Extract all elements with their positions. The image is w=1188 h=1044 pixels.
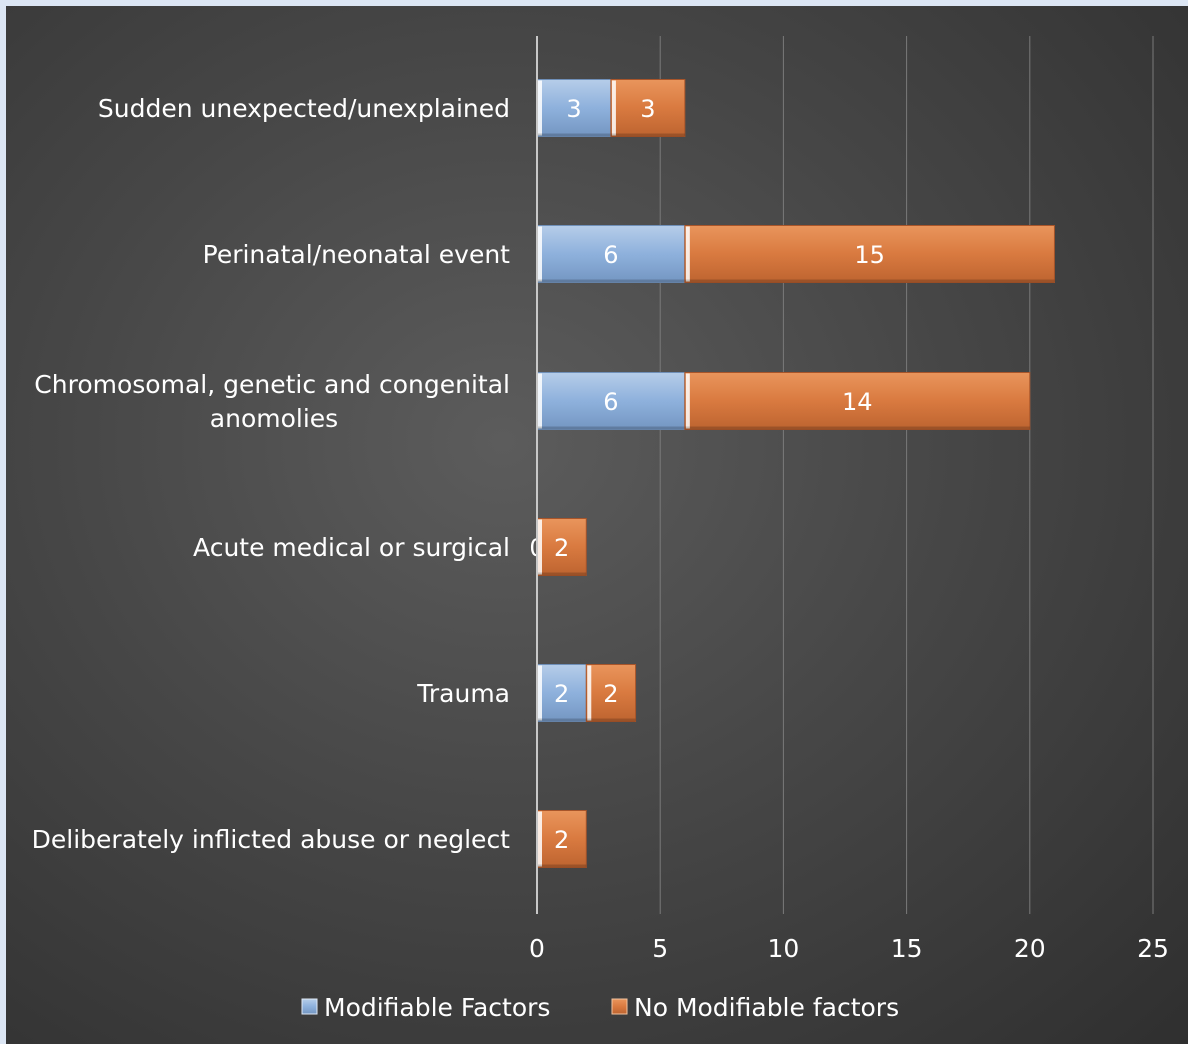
bar-highlight bbox=[538, 226, 542, 282]
x-tick-label: 25 bbox=[1137, 934, 1169, 963]
legend-swatch bbox=[301, 998, 318, 1015]
data-label: 14 bbox=[842, 388, 873, 416]
bar-highlight bbox=[685, 373, 690, 429]
bar-shadow bbox=[684, 426, 1030, 430]
category-label: Sudden unexpected/unexplained bbox=[98, 94, 510, 123]
bar-modifiable: 6 bbox=[536, 225, 686, 283]
bar-shadow bbox=[537, 864, 587, 868]
bar-shadow bbox=[537, 133, 611, 137]
x-tick-label: 15 bbox=[891, 934, 923, 963]
bar-shadow bbox=[537, 279, 685, 283]
x-tick-label: 20 bbox=[1014, 934, 1046, 963]
bar-segment bbox=[684, 225, 1055, 283]
legend-label: No Modifiable factors bbox=[634, 993, 899, 1022]
bar-no-modifiable: 14 bbox=[684, 372, 1031, 430]
category-label: Deliberately inflicted abuse or neglect bbox=[32, 825, 511, 854]
bar-segment bbox=[536, 372, 686, 430]
data-label: 2 bbox=[554, 826, 569, 854]
bar-highlight bbox=[611, 80, 616, 136]
category-label: Perinatal/neonatal event bbox=[203, 240, 511, 269]
legend-label: Modifiable Factors bbox=[324, 993, 550, 1022]
bar-segment bbox=[536, 79, 612, 137]
bar-segment bbox=[536, 225, 686, 283]
x-tick-label: 10 bbox=[767, 934, 799, 963]
bar-shadow bbox=[537, 718, 587, 722]
bar-no-modifiable: 3 bbox=[610, 79, 686, 137]
bar-modifiable: 6 bbox=[536, 372, 686, 430]
bar-no-modifiable: 2 bbox=[536, 810, 587, 868]
bar-highlight bbox=[538, 80, 542, 136]
bar-no-modifiable: 2 bbox=[536, 518, 587, 576]
data-label: 2 bbox=[603, 680, 618, 708]
bar-shadow bbox=[586, 718, 636, 722]
stacked-bar-chart: 3 3 6 15 6 14 0 2 2 2 2 0 5 10 15 20 25 Sudden unexpect… bbox=[32, 36, 1169, 1022]
bar-modifiable: 2 bbox=[536, 664, 587, 722]
bar-highlight bbox=[685, 226, 690, 282]
bar-no-modifiable: 15 bbox=[684, 225, 1055, 283]
legend-swatch bbox=[611, 998, 628, 1015]
bar-segment bbox=[684, 372, 1031, 430]
bar-shadow bbox=[537, 426, 685, 430]
data-label: 15 bbox=[854, 241, 885, 269]
data-label: 6 bbox=[603, 241, 618, 269]
bar-modifiable: 3 bbox=[536, 79, 612, 137]
category-axis: Sudden unexpected/unexplained Perinatal/n… bbox=[32, 94, 511, 854]
bar-highlight bbox=[538, 519, 542, 575]
legend: Modifiable Factors No Modifiable factors bbox=[301, 993, 899, 1022]
bar-segment bbox=[585, 664, 637, 722]
bar-no-modifiable: 2 bbox=[585, 664, 637, 722]
bar-shadow bbox=[610, 133, 685, 137]
x-tick-label: 0 bbox=[529, 934, 545, 963]
category-label: Chromosomal, genetic and congenital anomo… bbox=[34, 370, 510, 433]
category-label: Acute medical or surgical bbox=[193, 533, 510, 562]
bar-shadow bbox=[684, 279, 1055, 283]
data-label: 2 bbox=[554, 534, 569, 562]
x-tick-label: 5 bbox=[652, 934, 668, 963]
bar-segment bbox=[610, 79, 686, 137]
bar-highlight bbox=[587, 665, 592, 721]
legend-item-modifiable: Modifiable Factors bbox=[301, 993, 550, 1022]
data-label: 2 bbox=[554, 680, 569, 708]
bar-highlight bbox=[538, 373, 542, 429]
category-label: Trauma bbox=[416, 679, 510, 708]
bar-highlight bbox=[538, 665, 542, 721]
gridlines bbox=[659, 36, 1154, 914]
data-label: 3 bbox=[566, 95, 581, 123]
chart-frame: 3 3 6 15 6 14 0 2 2 2 2 0 5 10 15 20 25 Sudden unexpect… bbox=[6, 6, 1188, 1044]
data-label: 3 bbox=[640, 95, 655, 123]
value-axis: 0 5 10 15 20 25 bbox=[529, 36, 1169, 963]
bar-shadow bbox=[537, 572, 587, 576]
bar-segment bbox=[536, 664, 587, 722]
bars: 3361561402222 bbox=[529, 79, 1055, 868]
legend-item-no-modifiable: No Modifiable factors bbox=[611, 993, 899, 1022]
bar-highlight bbox=[538, 811, 542, 867]
bar-segment bbox=[536, 518, 587, 576]
bar-segment bbox=[536, 810, 587, 868]
data-label: 6 bbox=[603, 388, 618, 416]
